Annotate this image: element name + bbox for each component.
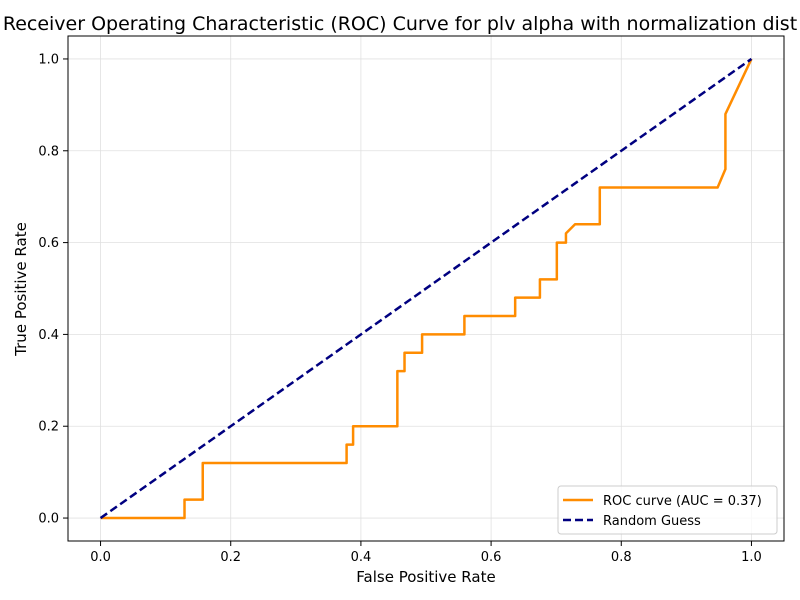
y-tick-label: 0.6 [38, 236, 59, 251]
legend-label-random: Random Guess [603, 514, 701, 529]
random-guess-line [99, 57, 753, 520]
legend: ROC curve (AUC = 0.37) Random Guess [557, 485, 778, 535]
y-tick-label: 1.0 [38, 52, 59, 67]
x-tick-label: 0.8 [611, 550, 632, 565]
x-tick-label: 0.4 [351, 550, 372, 565]
x-tick-label: 0.2 [220, 550, 241, 565]
y-tick-label: 0.2 [38, 420, 59, 435]
axis-ticks: 0.0 0.2 0.4 0.6 0.8 1.0 0.0 0.2 0.4 0.6 0.8 1.0 [38, 52, 761, 565]
x-axis-label: False Positive Rate [356, 568, 495, 586]
plot-area-frame [67, 35, 785, 542]
y-axis-label: True Positive Rate [12, 222, 30, 357]
roc-curve-line [100, 58, 753, 520]
legend-box [557, 485, 778, 535]
y-tick-label: 0.8 [38, 144, 59, 159]
y-tick-label: 0.0 [38, 512, 59, 527]
chart-title: Receiver Operating Characteristic (ROC) … [3, 13, 797, 35]
legend-label-roc: ROC curve (AUC = 0.37) [603, 494, 762, 509]
y-tick-label: 0.4 [38, 328, 59, 343]
x-tick-label: 1.0 [741, 550, 762, 565]
x-tick-label: 0.6 [481, 550, 502, 565]
series-layer [99, 57, 753, 520]
x-tick-label: 0.0 [90, 550, 111, 565]
